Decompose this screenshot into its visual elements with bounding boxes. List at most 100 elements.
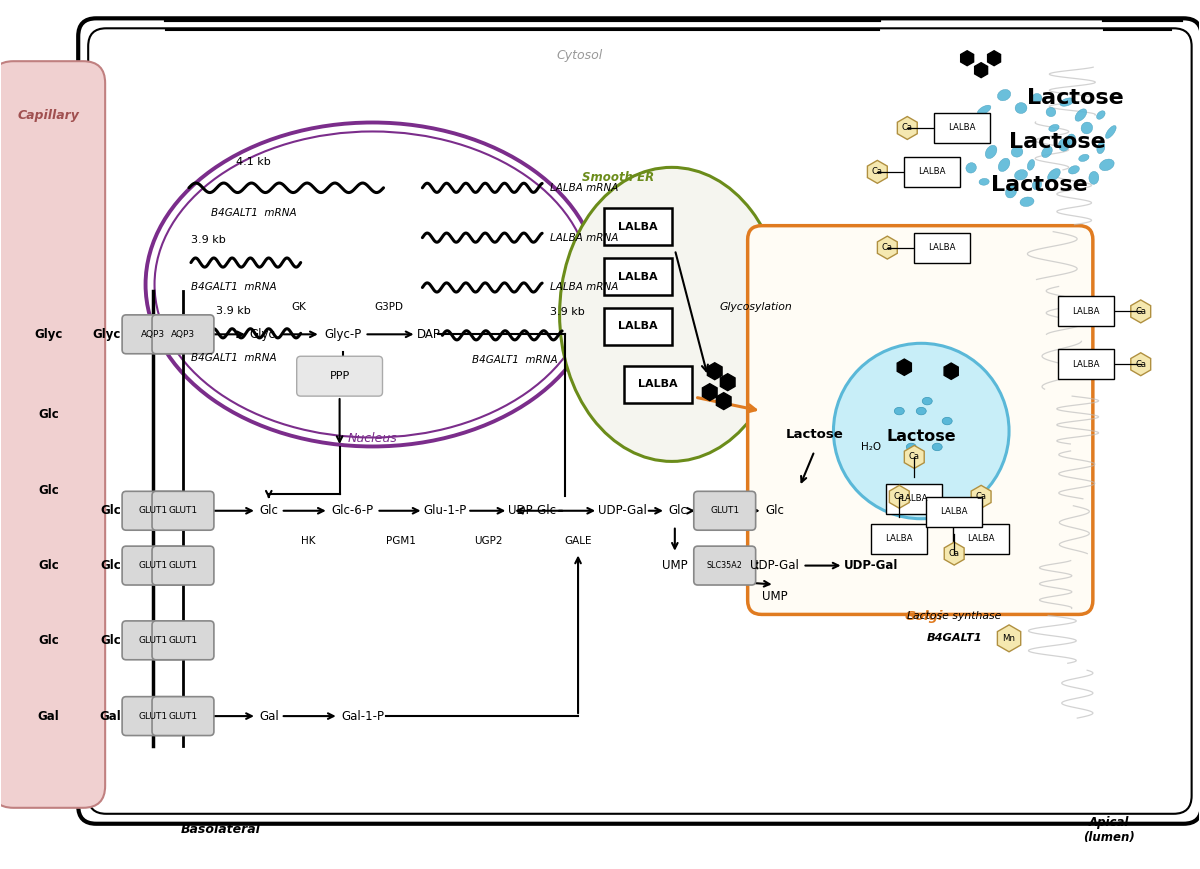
Text: Ca: Ca <box>1135 307 1146 316</box>
Ellipse shape <box>1046 108 1056 116</box>
Ellipse shape <box>966 163 977 173</box>
Text: Gal-1-P: Gal-1-P <box>341 710 384 723</box>
Ellipse shape <box>942 417 952 425</box>
Text: Basolateral: Basolateral <box>181 823 260 836</box>
Text: Glc: Glc <box>668 504 688 517</box>
FancyBboxPatch shape <box>748 226 1093 614</box>
Ellipse shape <box>1049 124 1060 131</box>
Text: Cytosol: Cytosol <box>557 49 604 62</box>
Ellipse shape <box>1088 171 1099 184</box>
Polygon shape <box>1130 300 1151 323</box>
Text: GLUT1: GLUT1 <box>138 561 168 570</box>
Ellipse shape <box>1006 186 1016 198</box>
Ellipse shape <box>1068 166 1079 174</box>
Text: AQP3: AQP3 <box>140 330 166 339</box>
Polygon shape <box>997 625 1021 652</box>
Text: Glc: Glc <box>38 484 59 497</box>
Text: Nucleus: Nucleus <box>348 433 397 446</box>
Text: GLUT1: GLUT1 <box>138 712 168 720</box>
FancyBboxPatch shape <box>152 546 214 585</box>
Ellipse shape <box>1032 180 1042 189</box>
Text: Gal: Gal <box>259 710 278 723</box>
Text: B4GALT1: B4GALT1 <box>926 634 982 643</box>
Text: UDP-Gal: UDP-Gal <box>844 559 899 572</box>
Ellipse shape <box>145 123 600 447</box>
Ellipse shape <box>1014 169 1027 180</box>
Text: GLUT1: GLUT1 <box>168 712 198 720</box>
Ellipse shape <box>997 90 1010 101</box>
Text: Apical
(lumen): Apical (lumen) <box>1082 816 1135 844</box>
Ellipse shape <box>1012 147 1022 157</box>
Polygon shape <box>974 63 988 77</box>
Text: GLUT1: GLUT1 <box>138 507 168 515</box>
Ellipse shape <box>906 443 917 451</box>
Text: UDP-Glc: UDP-Glc <box>508 504 556 517</box>
Polygon shape <box>944 363 959 380</box>
FancyBboxPatch shape <box>604 258 672 295</box>
Polygon shape <box>877 236 898 259</box>
Ellipse shape <box>1027 160 1034 170</box>
Text: SLC35A2: SLC35A2 <box>707 561 743 570</box>
Text: LALBA mRNA: LALBA mRNA <box>550 282 618 293</box>
FancyBboxPatch shape <box>0 61 106 808</box>
Polygon shape <box>971 486 991 508</box>
Text: Glyc: Glyc <box>250 328 276 341</box>
Text: LALBA: LALBA <box>618 271 658 282</box>
Text: 3.9 kb: 3.9 kb <box>191 235 226 245</box>
Text: UDP-Gal: UDP-Gal <box>598 504 647 517</box>
Polygon shape <box>707 362 722 380</box>
Ellipse shape <box>1015 103 1027 114</box>
Text: Lactose: Lactose <box>1009 132 1106 152</box>
Text: LALBA: LALBA <box>948 123 976 132</box>
Ellipse shape <box>1032 94 1042 103</box>
Text: Glc-6-P: Glc-6-P <box>331 504 373 517</box>
Text: B4GALT1  mRNA: B4GALT1 mRNA <box>191 353 276 363</box>
Text: Gal: Gal <box>37 710 59 723</box>
FancyBboxPatch shape <box>152 315 214 354</box>
Text: Glc: Glc <box>101 504 121 517</box>
Text: LALBA: LALBA <box>618 322 658 331</box>
Text: 3.9 kb: 3.9 kb <box>550 308 584 317</box>
Text: Ca: Ca <box>894 493 905 501</box>
Text: Ca: Ca <box>949 549 960 558</box>
Text: B4GALT1  mRNA: B4GALT1 mRNA <box>473 355 558 365</box>
Polygon shape <box>988 50 1001 66</box>
FancyBboxPatch shape <box>694 491 756 530</box>
Ellipse shape <box>1020 197 1034 207</box>
FancyBboxPatch shape <box>152 621 214 660</box>
Polygon shape <box>944 542 964 565</box>
Text: Lactose: Lactose <box>887 429 956 444</box>
Text: GLUT1: GLUT1 <box>168 507 198 515</box>
FancyBboxPatch shape <box>905 157 960 187</box>
Text: UGP2: UGP2 <box>474 535 503 546</box>
Text: Lactose synthase: Lactose synthase <box>907 612 1001 621</box>
Polygon shape <box>961 50 973 66</box>
Ellipse shape <box>923 397 932 405</box>
Circle shape <box>834 343 1009 519</box>
Text: Ca: Ca <box>1135 360 1146 368</box>
Text: Mn: Mn <box>1002 634 1015 643</box>
FancyBboxPatch shape <box>122 697 184 735</box>
Text: Lactose: Lactose <box>991 175 1088 195</box>
Ellipse shape <box>1042 146 1052 157</box>
Text: Capillary: Capillary <box>17 109 79 122</box>
Text: HK: HK <box>301 535 316 546</box>
Ellipse shape <box>998 158 1010 171</box>
Text: Golgi: Golgi <box>905 610 943 623</box>
Text: LALBA: LALBA <box>1072 360 1099 368</box>
FancyBboxPatch shape <box>152 491 214 530</box>
FancyBboxPatch shape <box>935 113 990 143</box>
Ellipse shape <box>1066 134 1075 146</box>
Text: GALE: GALE <box>564 535 592 546</box>
Polygon shape <box>905 446 924 468</box>
FancyBboxPatch shape <box>914 233 970 262</box>
Text: Glc: Glc <box>38 408 59 421</box>
Text: LALBA: LALBA <box>900 494 928 503</box>
Text: Lactose: Lactose <box>786 428 844 441</box>
Text: Glc: Glc <box>38 634 59 647</box>
FancyBboxPatch shape <box>871 524 928 554</box>
FancyBboxPatch shape <box>604 308 672 345</box>
Text: B4GALT1  mRNA: B4GALT1 mRNA <box>211 208 296 218</box>
Polygon shape <box>868 161 887 183</box>
Text: Ca: Ca <box>901 123 913 132</box>
